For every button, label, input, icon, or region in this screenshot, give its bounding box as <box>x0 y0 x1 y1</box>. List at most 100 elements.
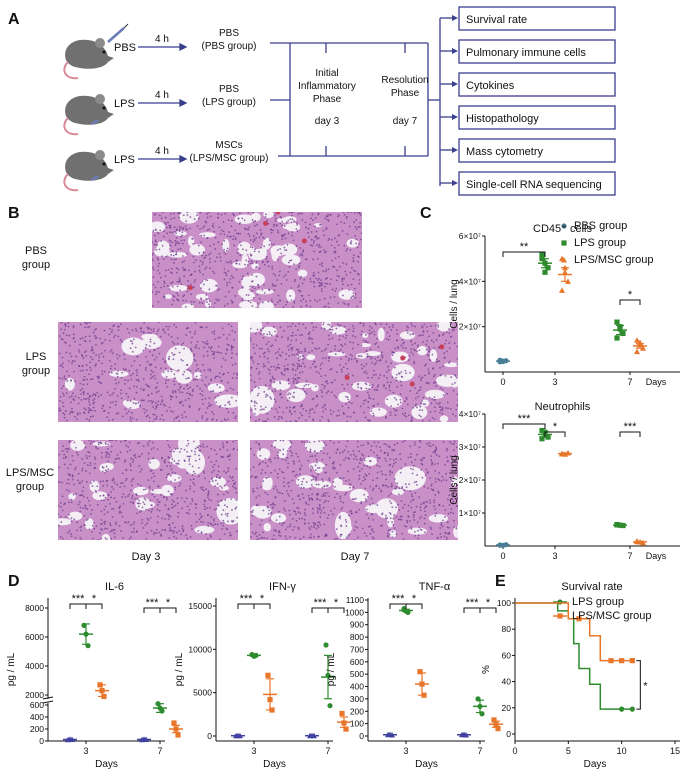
nucleus <box>294 420 297 422</box>
nucleus <box>84 504 87 507</box>
nucleus <box>97 538 100 540</box>
nucleus <box>318 277 321 280</box>
nucleus <box>364 370 367 373</box>
nucleus <box>420 503 423 506</box>
nucleus <box>253 453 256 456</box>
nucleus <box>352 450 355 452</box>
nucleus <box>416 483 418 486</box>
nucleus <box>87 451 90 453</box>
nucleus <box>172 505 175 508</box>
nucleus <box>410 456 412 458</box>
nucleus <box>414 534 417 537</box>
nucleus <box>297 357 300 359</box>
nucleus <box>325 250 328 253</box>
nucleus <box>388 512 391 514</box>
nucleus <box>232 485 234 488</box>
nucleus <box>213 519 215 522</box>
nucleus <box>352 327 355 330</box>
nucleus <box>173 258 176 261</box>
nucleus <box>353 498 356 501</box>
nucleus <box>234 295 237 297</box>
nucleus <box>172 294 175 297</box>
nucleus <box>190 300 193 303</box>
nucleus <box>268 244 271 246</box>
nucleus <box>225 490 228 493</box>
nucleus <box>201 398 204 401</box>
nucleus <box>323 249 325 252</box>
nucleus <box>218 226 221 229</box>
alveolus <box>109 370 129 378</box>
nucleus <box>87 397 89 400</box>
nucleus <box>190 293 193 296</box>
nucleus <box>330 325 333 328</box>
nucleus <box>293 353 296 356</box>
nucleus <box>133 530 136 533</box>
mouse-icon <box>63 23 129 80</box>
nucleus <box>151 354 154 357</box>
nucleus <box>425 468 428 471</box>
nucleus <box>226 247 229 250</box>
significance-bracket <box>327 607 345 613</box>
nucleus <box>372 374 375 377</box>
nucleus <box>281 492 284 495</box>
nucleus <box>291 231 294 233</box>
nucleus <box>384 457 387 460</box>
nucleus <box>72 326 75 329</box>
nucleus <box>93 480 95 483</box>
alveolus <box>250 505 260 516</box>
nucleus <box>112 401 115 404</box>
arrowhead <box>452 180 458 186</box>
nucleus <box>118 510 121 513</box>
nucleus <box>320 389 323 392</box>
nucleus <box>86 392 89 395</box>
nucleus <box>114 367 117 370</box>
nucleus <box>236 516 238 519</box>
nucleus <box>234 415 237 418</box>
nucleus <box>321 486 324 489</box>
nucleus <box>105 538 108 540</box>
nucleus <box>262 480 265 483</box>
nucleus <box>303 365 306 368</box>
nucleus <box>255 367 258 370</box>
nucleus <box>259 523 261 526</box>
nucleus <box>127 410 130 413</box>
nucleus <box>328 479 331 481</box>
nucleus <box>424 510 426 513</box>
nucleus <box>289 393 292 395</box>
nucleus <box>153 342 156 345</box>
nucleus <box>184 269 187 271</box>
nucleus <box>340 357 342 360</box>
alveolus <box>199 232 216 238</box>
nucleus <box>322 452 325 455</box>
nucleus <box>416 521 419 524</box>
nucleus <box>385 478 388 481</box>
significance-label: * <box>166 597 171 609</box>
nucleus <box>390 482 393 485</box>
nucleus <box>413 443 416 446</box>
nucleus <box>441 388 444 391</box>
nucleus <box>152 268 155 271</box>
nucleus <box>91 531 93 533</box>
nucleus <box>415 505 418 508</box>
nucleus <box>383 452 386 454</box>
nucleus <box>293 220 296 223</box>
nucleus <box>186 392 188 395</box>
nucleus <box>291 497 294 500</box>
nucleus <box>88 451 91 454</box>
nucleus <box>275 224 278 226</box>
significance-bracket <box>636 660 641 710</box>
nucleus <box>261 260 264 263</box>
nucleus <box>316 404 319 406</box>
nucleus <box>256 394 259 397</box>
nucleus <box>313 240 315 242</box>
nucleus <box>121 371 124 374</box>
nucleus <box>138 455 141 458</box>
nucleus <box>203 225 206 228</box>
nucleus <box>405 396 408 399</box>
nucleus <box>156 330 159 332</box>
nucleus <box>197 217 200 220</box>
alveolus <box>286 388 306 403</box>
nucleus <box>234 417 236 420</box>
nucleus <box>190 273 193 276</box>
nucleus <box>405 329 408 332</box>
